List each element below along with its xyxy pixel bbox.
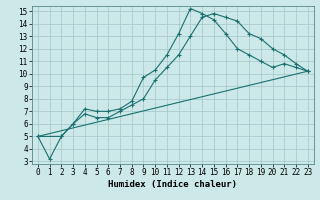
X-axis label: Humidex (Indice chaleur): Humidex (Indice chaleur) bbox=[108, 180, 237, 189]
